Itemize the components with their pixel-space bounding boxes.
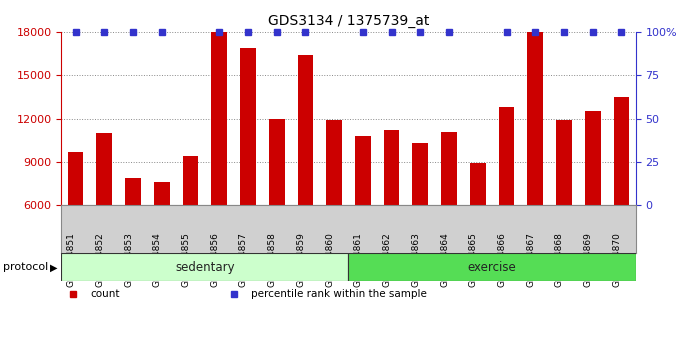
Bar bbox=[528, 32, 543, 205]
Text: protocol: protocol bbox=[3, 262, 49, 272]
Bar bbox=[61, 253, 348, 281]
Bar bbox=[211, 32, 227, 205]
Bar bbox=[125, 178, 141, 205]
Bar bbox=[585, 112, 600, 205]
Bar bbox=[68, 152, 84, 205]
Text: count: count bbox=[90, 289, 120, 299]
Bar bbox=[355, 136, 371, 205]
Bar bbox=[384, 130, 399, 205]
Bar bbox=[348, 253, 636, 281]
Bar bbox=[298, 55, 313, 205]
Bar bbox=[613, 97, 629, 205]
Text: exercise: exercise bbox=[468, 261, 517, 274]
Bar bbox=[326, 120, 342, 205]
Text: sedentary: sedentary bbox=[175, 261, 235, 274]
Text: ▶: ▶ bbox=[50, 262, 57, 272]
Bar bbox=[413, 143, 428, 205]
Bar bbox=[183, 156, 199, 205]
Bar bbox=[441, 132, 457, 205]
Title: GDS3134 / 1375739_at: GDS3134 / 1375739_at bbox=[268, 14, 429, 28]
Text: percentile rank within the sample: percentile rank within the sample bbox=[251, 289, 426, 299]
Bar bbox=[154, 182, 169, 205]
Bar bbox=[470, 164, 486, 205]
Bar bbox=[97, 133, 112, 205]
Bar bbox=[498, 107, 514, 205]
Bar bbox=[269, 119, 284, 205]
Bar bbox=[556, 120, 572, 205]
Bar bbox=[240, 48, 256, 205]
